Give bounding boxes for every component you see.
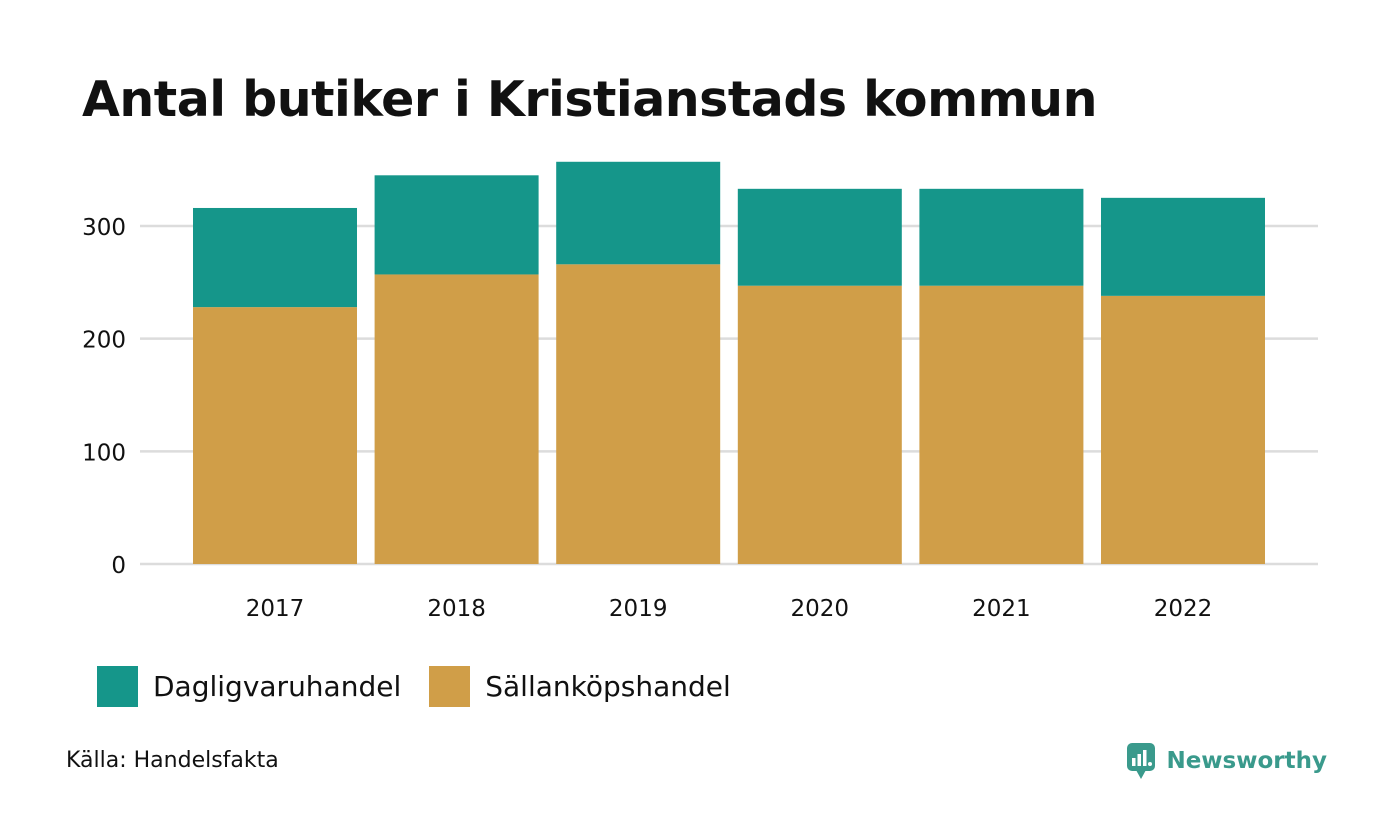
bars [193, 161, 1265, 564]
brand-name: Newsworthy [1166, 748, 1327, 774]
bar-dagligvaruhandel-2019 [556, 161, 721, 265]
newsworthy-logo-icon [1127, 743, 1156, 779]
y-tick-label: 0 [111, 553, 126, 579]
bar-sallankopshandel-2020 [737, 285, 902, 564]
legend: Dagligvaruhandel Sällanköpshandel [97, 666, 759, 707]
x-tick-label: 2020 [791, 596, 850, 622]
x-tick-label: 2017 [246, 596, 305, 622]
x-axis-ticks: 2017 2018 2019 2020 2021 2022 [246, 596, 1213, 622]
y-tick-label: 100 [82, 440, 126, 466]
x-tick-label: 2019 [609, 596, 668, 622]
x-tick-label: 2018 [427, 596, 486, 622]
legend-swatch-sallankopshandel [429, 666, 471, 707]
x-tick-label: 2021 [972, 596, 1031, 622]
bar-dagligvaruhandel-2021 [919, 188, 1084, 286]
legend-label-dagligvaruhandel: Dagligvaruhandel [153, 670, 402, 703]
y-tick-label: 200 [82, 328, 126, 354]
legend-item-dagligvaruhandel: Dagligvaruhandel [97, 666, 401, 707]
bar-dagligvaruhandel-2018 [374, 175, 539, 275]
bar-sallankopshandel-2019 [556, 264, 721, 564]
bar-sallankopshandel-2021 [919, 285, 1084, 564]
legend-item-sallankopshandel: Sällanköpshandel [429, 666, 731, 707]
x-tick-label: 2022 [1154, 596, 1213, 622]
bar-dagligvaruhandel-2020 [737, 188, 902, 286]
legend-label-sallankopshandel: Sällanköpshandel [485, 670, 731, 703]
legend-swatch-dagligvaruhandel [97, 666, 138, 707]
source-note: Källa: Handelsfakta [66, 748, 279, 773]
bar-dagligvaruhandel-2017 [193, 207, 357, 308]
chart-title: Antal butiker i Kristianstads kommun [82, 71, 1097, 128]
bar-sallankopshandel-2022 [1101, 295, 1265, 564]
bar-sallankopshandel-2018 [374, 274, 539, 564]
stacked-bar-chart: 0 100 200 300 2017 2018 2019 2020 2021 2022 [82, 161, 1318, 622]
bar-sallankopshandel-2017 [193, 307, 357, 564]
y-tick-label: 300 [82, 215, 126, 241]
y-axis-ticks: 0 100 200 300 [82, 215, 126, 579]
bar-dagligvaruhandel-2022 [1101, 197, 1265, 296]
brand: Newsworthy [1126, 742, 1327, 780]
